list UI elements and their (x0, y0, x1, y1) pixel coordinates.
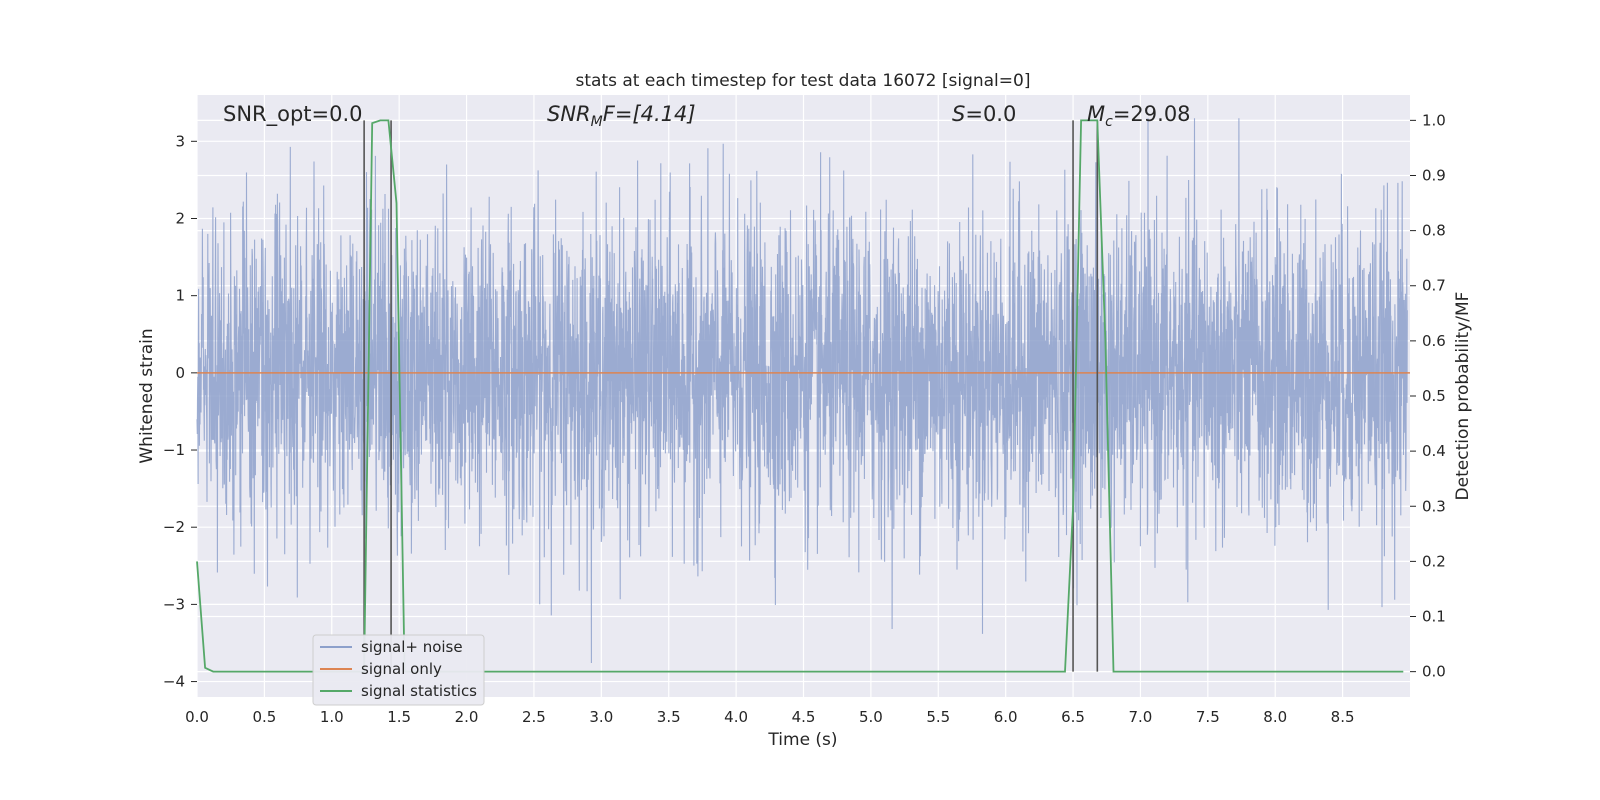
chart-title: stats at each timestep for test data 160… (576, 71, 1031, 91)
x-axis-label: Time (s) (767, 730, 837, 750)
legend-label-signal-statistics: signal statistics (361, 682, 477, 700)
y-tick-label: 0 (175, 364, 185, 382)
x-tick-label: 3.5 (657, 708, 681, 726)
y2-tick-label: 0.6 (1422, 332, 1446, 350)
series-line-signal-noise (196, 118, 1408, 664)
x-tick-label: 5.0 (859, 708, 883, 726)
y2-tick-labels: 1.0 0.9 0.8 0.7 0.6 0.5 0.4 0.3 0.2 0.1 0.0 (1410, 111, 1446, 681)
y2-tick-label: 0.8 (1422, 222, 1446, 240)
x-tick-label: 8.5 (1331, 708, 1355, 726)
y-axis-label: Whitened strain (137, 328, 157, 463)
x-tick-label: 5.5 (926, 708, 950, 726)
legend-label-signal-noise: signal+ noise (361, 638, 463, 656)
x-tick-label: 0.5 (252, 708, 276, 726)
x-tick-label: 1.5 (387, 708, 411, 726)
x-tick-label: 7.0 (1129, 708, 1153, 726)
annotation-mc-sub: c (1105, 114, 1113, 130)
series-signal-noise (196, 118, 1408, 664)
x-tick-label: 6.5 (1061, 708, 1085, 726)
y-tick-label: −3 (163, 595, 185, 613)
y-tick-label: 3 (175, 132, 185, 150)
x-tick-label: 4.5 (792, 708, 816, 726)
y2-tick-label: 0.3 (1422, 497, 1446, 515)
x-tick-label: 0.0 (185, 708, 209, 726)
y-tick-label: −2 (163, 518, 185, 536)
annotation-snr-mf-sub: M (591, 114, 603, 130)
y2-tick-label: 0.0 (1422, 663, 1446, 681)
annotations: SNR_opt=0.0 SNRMF=[4.14] S=0.0 Mc=29.08 (223, 102, 1191, 130)
annotation-snr-opt: SNR_opt=0.0 (223, 102, 363, 127)
legend: signal+ noise signal only signal statist… (312, 634, 485, 706)
x-tick-label: 8.0 (1263, 708, 1287, 726)
legend-box (312, 634, 485, 706)
y-tick-labels: 3 2 1 0 −1 −2 −3 −4 (163, 132, 197, 691)
x-tick-label: 6.0 (994, 708, 1018, 726)
annotation-mc-rest: =29.08 (1113, 102, 1191, 126)
annotation-snr-mf: SNRMF=[4.14] (547, 102, 696, 130)
annotation-snr-mf-label: SNR (547, 102, 591, 126)
annotation-s-rest: =0.0 (965, 102, 1016, 126)
x-tick-label: 7.5 (1196, 708, 1220, 726)
x-tick-label: 1.0 (320, 708, 344, 726)
y2-axis-label: Detection probability/MF (1453, 292, 1473, 501)
marker-lines (363, 120, 1099, 672)
y2-tick-label: 0.7 (1422, 277, 1446, 295)
legend-label-signal-only: signal only (361, 660, 442, 678)
y2-tick-label: 0.9 (1422, 166, 1446, 184)
annotation-mc: Mc=29.08 (1087, 102, 1191, 130)
x-tick-label: 2.0 (455, 708, 479, 726)
x-tick-label: 2.5 (522, 708, 546, 726)
y2-tick-label: 0.1 (1422, 608, 1446, 626)
annotation-s-label: S (952, 102, 965, 126)
y-tick-label: −1 (163, 441, 185, 459)
x-tick-label: 4.0 (724, 708, 748, 726)
y2-tick-label: 0.5 (1422, 387, 1446, 405)
y2-tick-label: 0.4 (1422, 442, 1446, 460)
annotation-mc-label: M (1087, 102, 1105, 126)
y2-tick-label: 1.0 (1422, 111, 1446, 129)
y-tick-label: 1 (175, 287, 185, 305)
annotation-s: S=0.0 (952, 102, 1016, 126)
annotation-snr-mf-rest: F=[4.14] (603, 102, 696, 126)
y-tick-label: 2 (175, 209, 185, 227)
y-tick-label: −4 (163, 673, 185, 691)
x-tick-labels: 0.0 0.5 1.0 1.5 2.0 2.5 3.0 3.5 4.0 4.5 5.0 5.5 6.0 6… (185, 708, 1354, 726)
y2-tick-label: 0.2 (1422, 552, 1446, 570)
x-tick-label: 3.0 (589, 708, 613, 726)
